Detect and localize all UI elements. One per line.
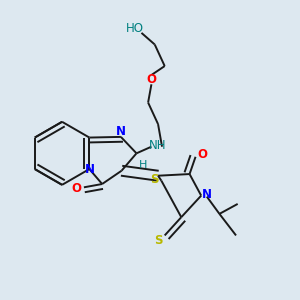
Text: H: H (139, 160, 147, 170)
Text: O: O (72, 182, 82, 196)
Text: O: O (147, 73, 157, 86)
Text: NH: NH (148, 139, 166, 152)
Text: S: S (150, 172, 158, 185)
Text: N: N (85, 163, 95, 176)
Text: HO: HO (126, 22, 144, 35)
Text: N: N (116, 125, 126, 138)
Text: S: S (154, 234, 163, 247)
Text: N: N (202, 188, 212, 201)
Text: O: O (198, 148, 208, 161)
